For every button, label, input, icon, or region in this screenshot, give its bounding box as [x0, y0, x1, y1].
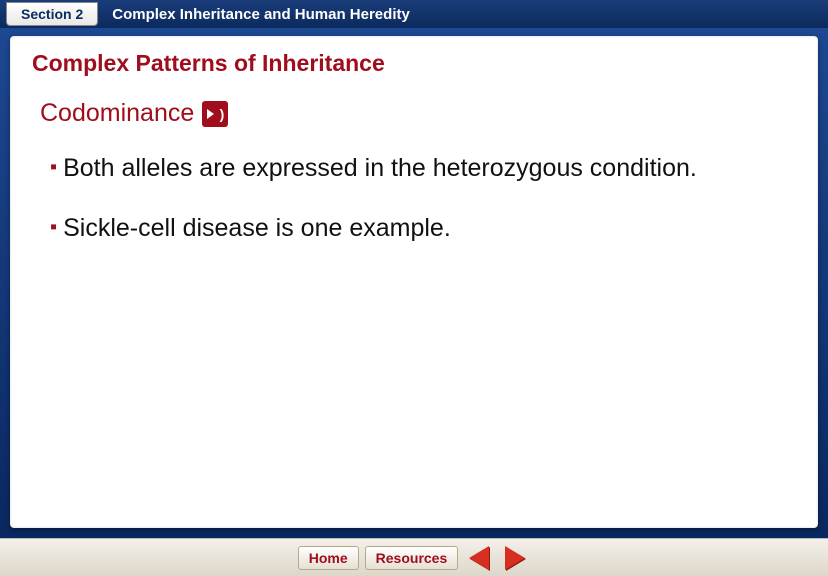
header-bar: Section 2 Complex Inheritance and Human …	[0, 0, 828, 28]
next-button[interactable]	[500, 543, 530, 573]
home-button[interactable]: Home	[298, 546, 359, 570]
chapter-title: Complex Inheritance and Human Heredity	[112, 6, 410, 23]
slide-panel: Complex Patterns of Inheritance Codomina…	[10, 36, 818, 528]
bullet-item: ▪ Both alleles are expressed in the hete…	[50, 152, 796, 184]
bullet-marker-icon: ▪	[50, 152, 57, 182]
audio-icon[interactable]	[202, 101, 228, 127]
bullet-marker-icon: ▪	[50, 212, 57, 242]
section-label: Section 2	[21, 6, 83, 22]
arrow-left-icon	[469, 546, 489, 570]
slide-frame: Complex Patterns of Inheritance Codomina…	[0, 28, 828, 538]
slide-subtitle: Codominance	[40, 99, 194, 128]
subtitle-row: Codominance	[40, 99, 796, 128]
bottom-nav-bar: Home Resources	[0, 538, 828, 576]
bullet-item: ▪ Sickle-cell disease is one example.	[50, 212, 796, 244]
bullet-text: Both alleles are expressed in the hetero…	[63, 152, 697, 184]
home-label: Home	[309, 550, 348, 566]
section-tab: Section 2	[6, 2, 98, 26]
resources-button[interactable]: Resources	[365, 546, 459, 570]
resources-label: Resources	[376, 550, 448, 566]
slide-title: Complex Patterns of Inheritance	[32, 50, 796, 77]
arrow-right-icon	[505, 546, 525, 570]
prev-button[interactable]	[464, 543, 494, 573]
bullet-text: Sickle-cell disease is one example.	[63, 212, 451, 244]
